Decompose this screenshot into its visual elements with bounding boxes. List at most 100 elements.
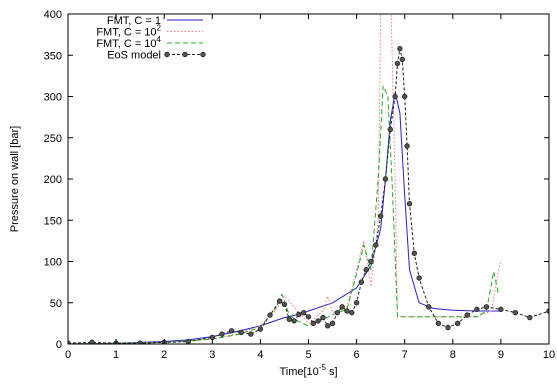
legend-label: FMT, C = 1 [107, 15, 161, 27]
data-point [464, 312, 470, 318]
x-tick-label: 6 [354, 349, 360, 361]
data-point [329, 320, 336, 327]
x-tick-label: 2 [161, 349, 167, 361]
x-tick-label: 5 [305, 349, 311, 361]
y-axis-label: Pressure on wall [bar] [9, 126, 21, 232]
data-point [411, 250, 418, 256]
y-tick-label: 350 [44, 50, 62, 62]
data-point [339, 304, 345, 310]
data-point [445, 324, 451, 331]
y-tick-label: 100 [44, 257, 62, 269]
data-point [546, 308, 549, 314]
legend-label-text: FMT, C = 1 [107, 15, 161, 27]
y-tick-label: 150 [44, 215, 62, 227]
data-point [397, 45, 403, 52]
data-point [281, 301, 288, 308]
x-axis-label: Time[10-5 s] [279, 363, 337, 378]
series-line-2 [68, 14, 502, 344]
data-point [498, 306, 504, 313]
data-point [358, 279, 365, 285]
legend-marker [164, 51, 170, 58]
data-point [344, 308, 350, 314]
data-point [363, 267, 369, 273]
x-tick-label: 1 [113, 349, 119, 361]
legend-label-exponent: 4 [157, 35, 162, 44]
data-point [527, 314, 533, 321]
legend-label-text: EoS model [107, 50, 161, 62]
series-layer [68, 14, 549, 344]
x-axis-label-suffix: s] [326, 366, 338, 378]
x-tick-label: 7 [402, 349, 408, 361]
legend-marker [182, 51, 188, 58]
legend-label: FMT, C = 102 [96, 24, 161, 39]
data-point [402, 93, 408, 100]
legend-label: EoS model [107, 50, 161, 62]
series-line-1 [68, 92, 501, 344]
x-tick-label: 9 [498, 349, 504, 361]
data-point [454, 320, 461, 327]
x-axis-label-exponent: -5 [319, 363, 327, 372]
data-point [399, 56, 405, 63]
plot-frame [67, 13, 550, 345]
data-point [185, 338, 191, 344]
data-point [404, 143, 410, 149]
x-tick-label: 10 [543, 349, 555, 361]
data-point [392, 93, 398, 100]
y-tick-label: 250 [44, 133, 62, 145]
data-point [228, 328, 235, 334]
x-tick-label: 4 [257, 349, 263, 361]
data-point [334, 309, 341, 316]
data-point [68, 340, 71, 344]
data-point [219, 331, 225, 337]
data-point [291, 318, 297, 324]
data-point [483, 304, 490, 310]
data-point [377, 213, 384, 219]
data-point [382, 176, 389, 182]
data-point [474, 306, 480, 313]
legend-label-text: FMT, C = 10 [96, 38, 156, 50]
data-point [248, 331, 254, 337]
data-point [353, 300, 360, 306]
data-point [276, 298, 283, 304]
data-point [315, 318, 321, 324]
data-point [406, 201, 413, 207]
y-tick-label: 300 [44, 92, 62, 104]
legend-label: FMT, C = 104 [96, 35, 161, 50]
series-line-4 [68, 48, 549, 344]
data-point [310, 320, 317, 327]
y-tick-label: 400 [44, 9, 62, 21]
data-point [300, 309, 307, 316]
y-tick-label: 50 [50, 298, 62, 310]
data-point [267, 312, 273, 318]
x-tick-label: 0 [65, 349, 71, 361]
data-point [373, 242, 379, 248]
x-tick-label: 3 [209, 349, 215, 361]
y-tick-label: 200 [44, 174, 62, 186]
y-tick-label: 0 [56, 339, 62, 351]
data-point [137, 340, 143, 344]
legend-label-text: FMT, C = 10 [96, 27, 156, 39]
data-point [416, 275, 422, 281]
legend-label-exponent: 2 [157, 24, 162, 33]
series-line-3 [68, 85, 499, 344]
data-point [368, 258, 374, 265]
data-point [89, 339, 95, 344]
data-point [238, 329, 244, 336]
x-tick-label: 8 [450, 349, 456, 361]
data-point [320, 314, 326, 321]
x-axis-label-prefix: Time[10 [279, 366, 318, 378]
data-point [325, 323, 331, 329]
data-point [512, 309, 519, 316]
data-point [286, 316, 292, 322]
data-point [349, 309, 355, 316]
data-point [435, 320, 442, 327]
data-point [296, 311, 302, 317]
data-point [394, 60, 401, 67]
legend-marker [200, 51, 206, 58]
data-point [257, 326, 264, 332]
data-point [387, 126, 393, 133]
data-point [426, 304, 432, 310]
